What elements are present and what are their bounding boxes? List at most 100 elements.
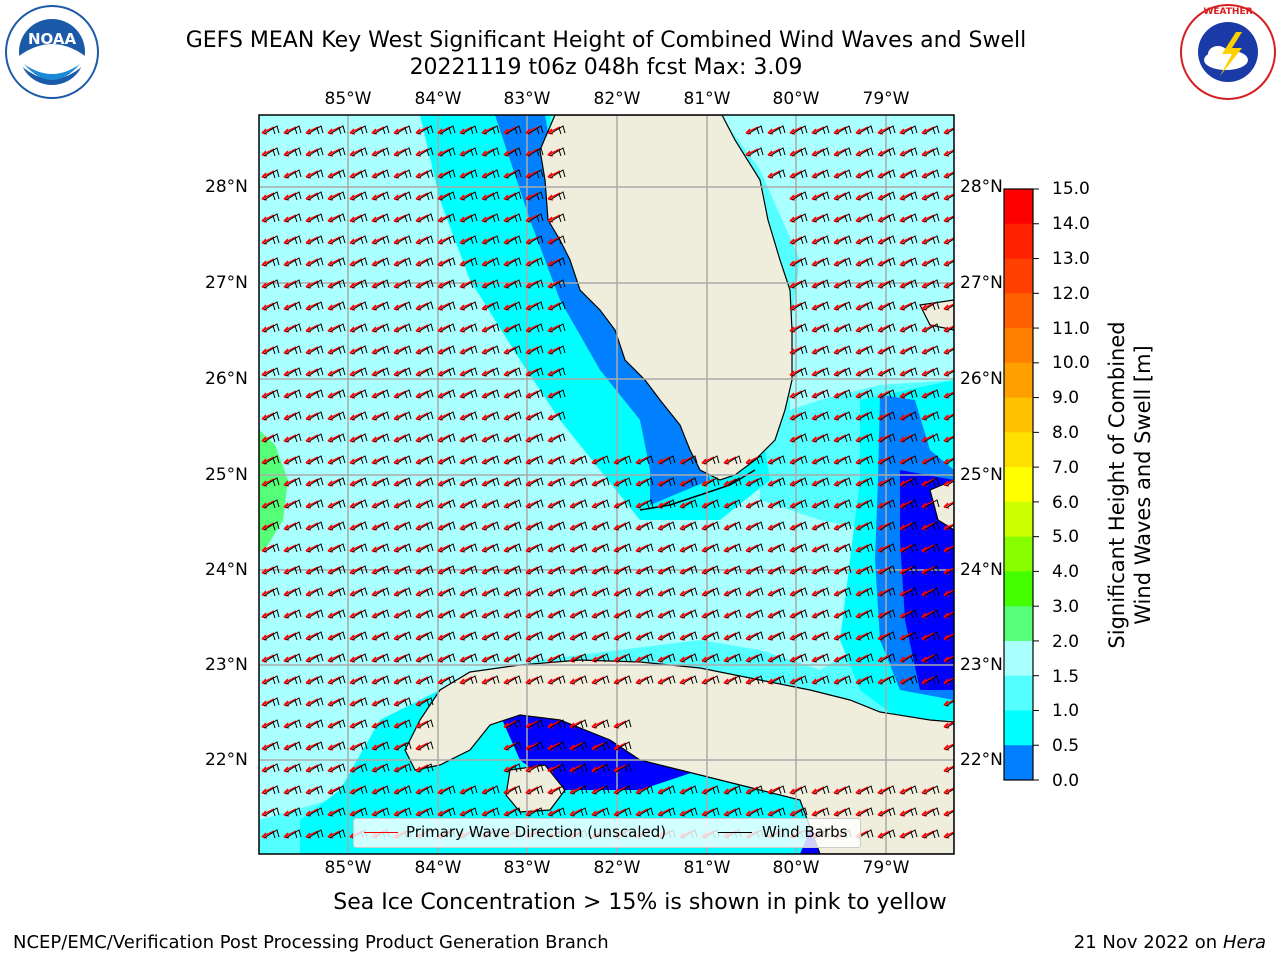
wave-arrow: [899, 478, 913, 486]
wind-barb: [351, 301, 368, 311]
wave-band-0to05: [900, 470, 954, 690]
wave-arrow: [393, 214, 407, 222]
wave-arrow: [415, 192, 429, 200]
wave-arrow: [657, 654, 671, 662]
wind-barb: [879, 499, 896, 509]
wind-barb: [813, 235, 830, 245]
wave-arrow: [327, 280, 341, 288]
wave-arrow: [789, 258, 803, 266]
lon-label-bottom: 81°W: [683, 858, 731, 878]
wind-barb: [307, 367, 324, 377]
wave-arrow: [261, 588, 275, 596]
wave-arrow: [899, 214, 913, 222]
wind-barb: [659, 785, 676, 795]
wind-barb: [857, 213, 874, 223]
wind-barb: [461, 477, 478, 487]
wind-barb: [395, 147, 412, 157]
wind-barb: [417, 279, 434, 289]
wave-arrow: [261, 236, 275, 244]
wind-barb: [813, 587, 830, 597]
wind-barb: [945, 568, 954, 575]
wave-arrow: [701, 566, 715, 574]
wind-barb: [901, 147, 918, 157]
wave-arrow: [261, 368, 275, 376]
wind-barb: [549, 609, 566, 619]
florida-land: [539, 115, 793, 481]
wave-arrow: [437, 170, 451, 178]
wave-arrow: [415, 698, 429, 706]
wind-barb: [593, 719, 610, 729]
wave-arrow: [701, 632, 715, 640]
wave-arrow: [855, 522, 869, 530]
wind-barb: [417, 675, 434, 685]
wave-arrow: [701, 588, 715, 596]
wave-arrow: [679, 786, 693, 794]
wave-arrow: [349, 610, 363, 618]
wave-arrow: [723, 500, 737, 508]
wind-barb: [307, 477, 324, 487]
wave-arrow: [349, 258, 363, 266]
wind-barb: [505, 411, 522, 421]
wave-arrow: [921, 522, 935, 530]
wave-arrow: [789, 610, 803, 618]
wind-barb: [307, 213, 324, 223]
wave-arrow: [525, 544, 539, 552]
wind-barb: [263, 719, 280, 729]
wave-arrow: [943, 545, 954, 552]
wave-arrow: [943, 787, 954, 794]
wave-arrow: [525, 192, 539, 200]
wave-arrow: [415, 720, 429, 728]
wave-arrow: [305, 654, 319, 662]
wind-barb: [373, 565, 390, 575]
wind-barb: [813, 257, 830, 267]
wind-barb: [461, 807, 478, 817]
wave-arrow: [261, 654, 275, 662]
wind-barb: [439, 389, 456, 399]
wave-arrow: [943, 391, 954, 398]
wind-barb: [901, 279, 918, 289]
wind-barb: [461, 455, 478, 465]
wave-arrow: [899, 302, 913, 310]
wave-arrow: [503, 236, 517, 244]
footer-host: Hera: [1222, 932, 1266, 953]
wave-arrow: [877, 302, 891, 310]
wave-arrow: [899, 170, 913, 178]
wave-arrow: [371, 456, 385, 464]
wave-arrow: [371, 742, 385, 750]
wave-arrow: [459, 566, 473, 574]
wave-arrow: [481, 632, 495, 640]
wave-arrow: [833, 192, 847, 200]
wave-arrow: [415, 236, 429, 244]
wind-barb: [835, 279, 852, 289]
wind-barb: [571, 763, 588, 773]
wind-barb: [857, 169, 874, 179]
wave-arrow: [283, 478, 297, 486]
wave-arrow: [701, 456, 715, 464]
wave-arrow: [547, 236, 561, 244]
wind-barb: [351, 653, 368, 663]
wave-arrow: [393, 302, 407, 310]
wave-arrow: [525, 566, 539, 574]
wave-arrow: [459, 126, 473, 134]
wave-arrow: [349, 522, 363, 530]
wave-arrow: [657, 808, 671, 816]
wind-barb: [417, 807, 434, 817]
wind-barb: [505, 807, 522, 817]
wind-barb: [571, 807, 588, 817]
wind-barb: [483, 147, 500, 157]
wave-arrow: [283, 632, 297, 640]
wind-barb: [505, 389, 522, 399]
lon-label-top: 80°W: [772, 89, 820, 109]
wave-arrow: [833, 170, 847, 178]
wave-arrow: [305, 126, 319, 134]
wave-arrow: [921, 588, 935, 596]
wave-arrow: [767, 148, 781, 156]
wind-barb: [549, 807, 566, 817]
wave-arrow: [525, 478, 539, 486]
wind-barb: [901, 191, 918, 201]
wave-arrow: [833, 148, 847, 156]
wave-arrow: [283, 566, 297, 574]
wind-barb: [417, 257, 434, 267]
wave-arrow: [855, 566, 869, 574]
wind-barb: [549, 653, 566, 663]
